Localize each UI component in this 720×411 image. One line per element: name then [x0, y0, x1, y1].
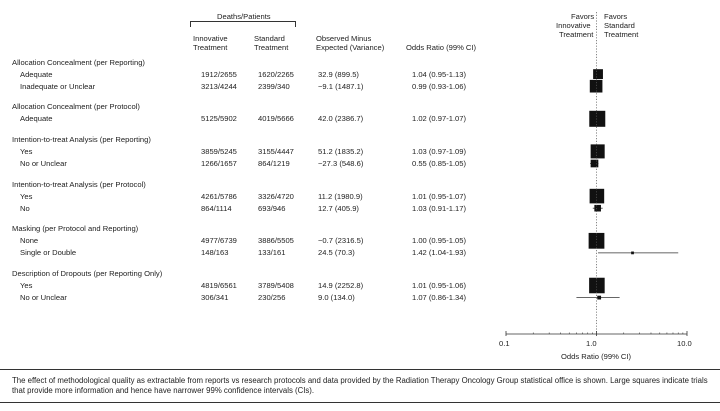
odds-ratio-cell: 1.02 (0.97-1.07) [412, 114, 467, 124]
observed-cell: 12.7 (405.9) [318, 203, 359, 213]
favors-innovative-line2: Innovative [556, 21, 591, 30]
standard-cell: 1620/2265 [258, 69, 294, 79]
odds-ratio-cell: 0.55 (0.85-1.05) [412, 159, 467, 168]
favors-innovative-line3: Treatment [559, 30, 594, 39]
odds-ratio-cell: 1.42 (1.04-1.93) [412, 248, 467, 258]
estimate-square [631, 251, 634, 255]
observed-cell: 42.0 (2386.7) [318, 114, 364, 124]
observed-cell: 9.0 (134.0) [318, 293, 355, 303]
section-title: Allocation Concealment (per Protocol) [12, 102, 140, 112]
innovative-cell: 3859/5245 [201, 146, 237, 156]
odds-ratio-cell: 1.01 (0.95-1.07) [412, 191, 467, 201]
row-label: Yes [20, 281, 33, 290]
observed-cell: −9.1 (1487.1) [318, 81, 364, 91]
row-label: Single or Double [20, 248, 77, 258]
observed-cell: 11.2 (1980.9) [318, 191, 363, 201]
x-tick-label-10.0: 10.0 [677, 339, 692, 348]
estimate-square [590, 144, 605, 159]
row-label: None [20, 236, 39, 246]
standard-cell: 864/1219 [258, 159, 290, 168]
row-label: No or Unclear [20, 293, 67, 303]
row-label: Yes [20, 191, 33, 201]
favors-standard-line1: Favors [604, 12, 628, 21]
odds-ratio-cell: 1.07 (0.86-1.34) [412, 293, 467, 303]
favors-innovative-line1: Favors [571, 12, 595, 21]
observed-cell: 24.5 (70.3) [318, 248, 355, 258]
innovative-cell: 306/341 [201, 293, 229, 303]
standard-cell: 3155/4447 [258, 146, 294, 156]
observed-cell: −0.7 (2316.5) [318, 236, 364, 246]
favors-standard-line3: Treatment [604, 30, 639, 39]
row-label: Inadequate or Unclear [20, 81, 96, 91]
estimate-square [588, 232, 605, 249]
estimate-square [589, 277, 605, 294]
row-label: Adequate [20, 69, 53, 79]
innovative-header-line2: Treatment [193, 43, 228, 52]
standard-cell: 133/161 [258, 248, 286, 258]
standard-header-line1: Standard [254, 34, 285, 43]
estimate-square [594, 204, 601, 212]
observed-header-line1: Observed Minus [316, 34, 372, 43]
standard-cell: 3886/5505 [258, 236, 294, 246]
estimate-square [589, 110, 606, 127]
deaths-patients-bracket [190, 21, 296, 22]
standard-cell: 4019/5666 [258, 114, 294, 124]
innovative-cell: 3213/4244 [201, 81, 237, 91]
observed-cell: 32.9 (899.5) [318, 69, 359, 79]
section-title: Intention-to-treat Analysis (per Protoco… [12, 179, 146, 189]
odds-ratio-cell: 1.03 (0.97-1.09) [412, 146, 467, 156]
section-title: Intention-to-treat Analysis (per Reporti… [12, 134, 151, 144]
standard-cell: 693/946 [258, 203, 286, 213]
section-title: Description of Dropouts (per Reporting O… [12, 268, 163, 278]
estimate-square [589, 79, 603, 93]
figure-caption: The effect of methodological quality as … [12, 376, 708, 395]
row-label: No [20, 203, 30, 213]
section-title: Allocation Concealment (per Reporting) [12, 57, 145, 67]
caption-bottom-rule [0, 402, 720, 403]
bracket-right-tick [295, 21, 296, 27]
bracket-left-tick [190, 21, 191, 27]
favors-standard-line2: Standard [604, 21, 635, 30]
odds-ratio-cell: 0.99 (0.93-1.06) [412, 81, 467, 91]
innovative-header-line1: Innovative [193, 34, 228, 43]
odds-ratio-cell: 1.00 (0.95-1.05) [412, 236, 467, 246]
innovative-cell: 4819/6561 [201, 281, 237, 290]
section-title: Masking (per Protocol and Reporting) [12, 224, 139, 234]
row-label: Yes [20, 146, 33, 156]
standard-cell: 3789/5408 [258, 281, 294, 290]
estimate-square [589, 188, 605, 204]
x-tick-label-1.0: 1.0 [586, 339, 597, 348]
odds-ratio-cell: 1.01 (0.95-1.06) [412, 281, 467, 290]
row-label: No or Unclear [20, 159, 67, 168]
odds-ratio-cell: 1.04 (0.95-1.13) [412, 69, 467, 79]
innovative-cell: 148/163 [201, 248, 229, 258]
estimate-square [593, 69, 603, 80]
estimate-square [590, 159, 599, 168]
innovative-cell: 1912/2655 [201, 69, 237, 79]
observed-cell: 51.2 (1835.2) [318, 146, 364, 156]
innovative-cell: 5125/5902 [201, 114, 237, 124]
observed-cell: 14.9 (2252.8) [318, 281, 364, 290]
row-label: Adequate [20, 114, 53, 124]
caption-top-rule [0, 369, 720, 370]
x-tick-label-0.1: 0.1 [499, 339, 510, 348]
observed-header-line2: Expected (Variance) [316, 43, 385, 52]
observed-cell: −27.3 (548.6) [318, 159, 364, 168]
standard-cell: 230/256 [258, 293, 286, 303]
innovative-cell: 4261/5786 [201, 191, 237, 201]
innovative-cell: 1266/1657 [201, 159, 237, 168]
standard-header-line2: Treatment [254, 43, 289, 52]
deaths-patients-header: Deaths/Patients [217, 12, 271, 21]
standard-cell: 3326/4720 [258, 191, 294, 201]
innovative-cell: 4977/6739 [201, 236, 237, 246]
x-axis-label: Odds Ratio (99% CI) [561, 352, 632, 361]
odds-ratio-header: Odds Ratio (99% CI) [406, 43, 477, 52]
odds-ratio-cell: 1.03 (0.91-1.17) [412, 203, 467, 213]
innovative-cell: 864/1114 [201, 203, 232, 213]
estimate-square [597, 295, 602, 300]
standard-cell: 2399/340 [258, 81, 290, 91]
